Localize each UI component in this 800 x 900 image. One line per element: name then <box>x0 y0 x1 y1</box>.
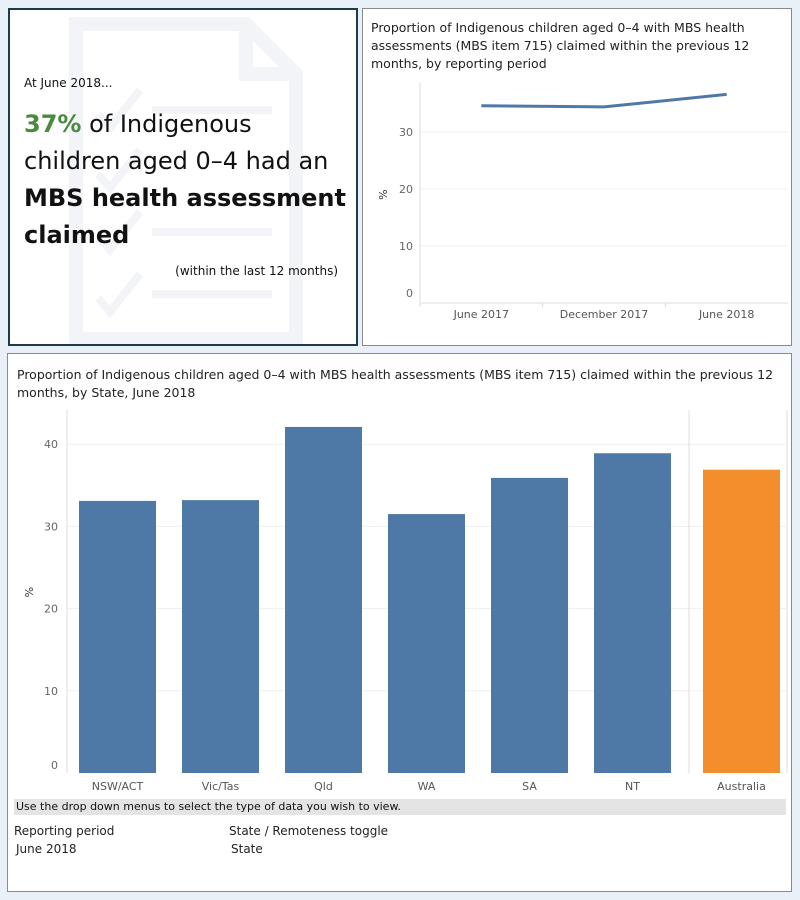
reporting-period-label: Reporting period <box>14 824 115 838</box>
kpi-percent: 37% <box>24 110 82 138</box>
reporting-period-dropdown[interactable]: June 2018 <box>16 842 77 856</box>
line-chart: 0 10 20 30% June 2017 December 2017 June 2018 <box>377 83 788 321</box>
x-tick-label: NSW/ACT <box>92 780 144 793</box>
line-chart-title: Proportion of Indigenous children aged 0… <box>371 20 750 71</box>
kpi-headline: 37% of Indigenous children aged 0–4 had … <box>24 106 354 254</box>
bar-chart-title: Proportion of Indigenous children aged 0… <box>17 367 774 400</box>
bar-chart-card: Proportion of Indigenous children aged 0… <box>7 353 792 892</box>
x-tick-label: NT <box>625 780 640 793</box>
line-series <box>481 92 727 109</box>
y-tick-label: 30 <box>399 126 413 139</box>
y-tick-label: 20 <box>44 603 58 616</box>
bar-vic-tas <box>182 500 259 773</box>
kpi-text: of Indigenous children aged 0–4 had an <box>24 110 329 175</box>
y-axis-title: % <box>377 189 390 199</box>
x-tick-label: Qld <box>314 780 333 793</box>
document-checklist-icon <box>69 17 303 344</box>
bar-wa <box>388 514 465 773</box>
line-chart-card: Proportion of Indigenous children aged 0… <box>362 8 792 346</box>
bar-sa <box>491 477 568 773</box>
x-tick-label: SA <box>522 780 537 793</box>
bar-nt <box>594 453 671 773</box>
bar-nsw-act <box>79 500 156 773</box>
x-tick-label: Vic/Tas <box>202 780 240 793</box>
y-tick-label: 10 <box>44 685 58 698</box>
y-axis-title: % <box>23 587 36 597</box>
y-tick-label: 30 <box>44 520 58 533</box>
kpi-note: (within the last 12 months) <box>175 264 338 278</box>
kpi-bold-text: MBS health assessment claimed <box>24 184 346 249</box>
kpi-card: At June 2018... 37% of Indigenous childr… <box>8 8 358 346</box>
filter-hint: Use the drop down menus to select the ty… <box>14 799 786 815</box>
state-remoteness-dropdown[interactable]: State <box>231 842 263 856</box>
y-tick-label: 40 <box>44 438 58 451</box>
bar-qld <box>285 426 362 773</box>
y-tick-label: 0 <box>406 287 413 300</box>
y-tick-label: 10 <box>399 240 413 253</box>
y-tick-label: 0 <box>51 759 58 772</box>
x-tick-label: June 2018 <box>698 308 754 321</box>
kpi-lead: At June 2018... <box>24 76 113 90</box>
x-tick-label: December 2017 <box>560 308 649 321</box>
bar-chart: 0 10 20 30 40% NSW/ACT Vic/Tas Qld WA SA NT Austral… <box>23 410 788 793</box>
x-tick-label: WA <box>418 780 436 793</box>
x-tick-label: Australia <box>717 780 766 793</box>
bar-australia <box>703 469 780 773</box>
x-tick-label: June 2017 <box>453 308 509 321</box>
state-remoteness-label: State / Remoteness toggle <box>229 824 389 838</box>
y-tick-label: 20 <box>399 183 413 196</box>
